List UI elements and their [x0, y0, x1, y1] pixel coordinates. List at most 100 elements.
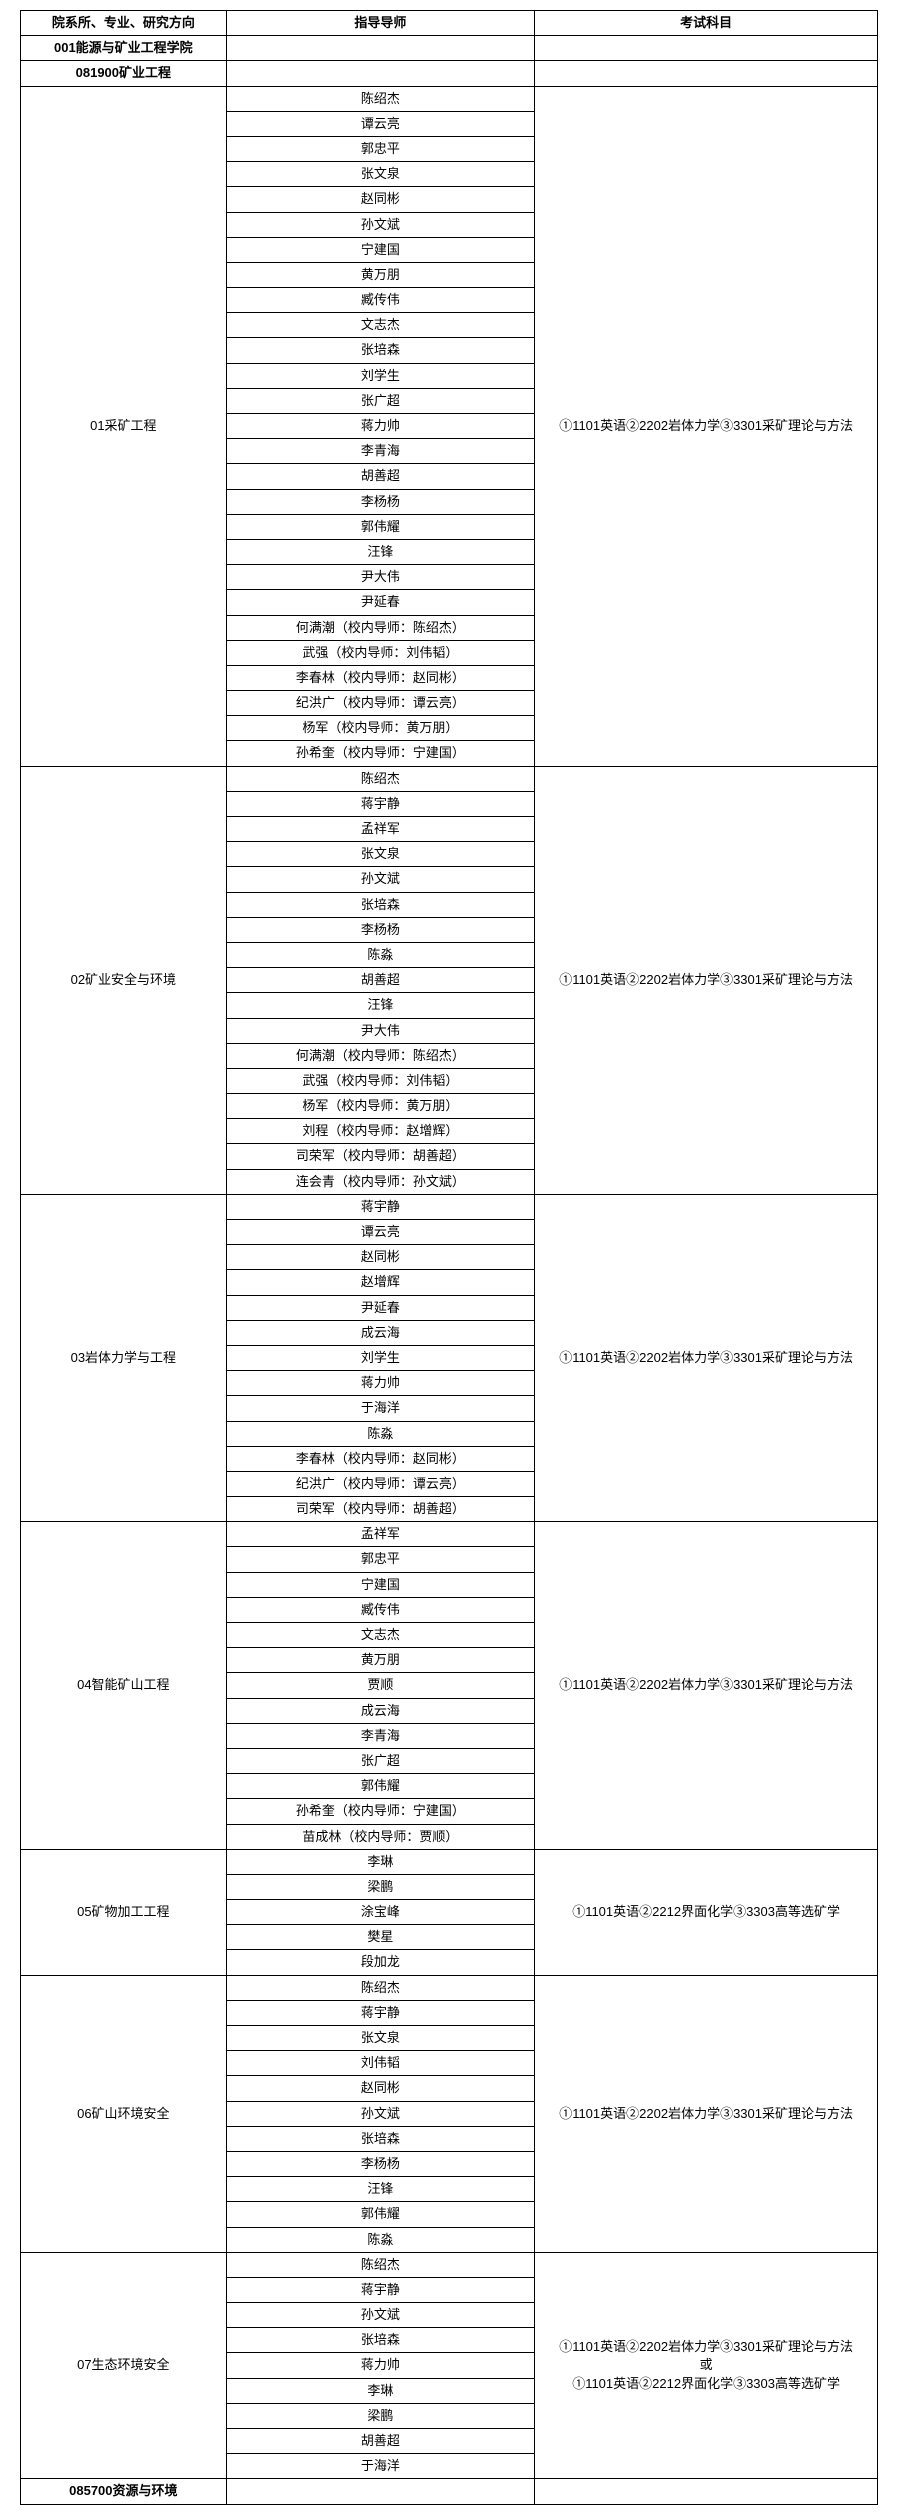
advisor-cell: 张广超	[226, 1748, 535, 1773]
advisor-cell: 孙希奎（校内导师：宁建国）	[226, 1799, 535, 1824]
advisor-cell: 樊星	[226, 1925, 535, 1950]
advisor-cell: 赵同彬	[226, 187, 535, 212]
advisor-cell: 梁鹏	[226, 2403, 535, 2428]
header-advisor: 指导导师	[226, 11, 535, 36]
advisor-cell: 刘学生	[226, 363, 535, 388]
empty-cell	[535, 61, 878, 86]
advisor-cell: 李青海	[226, 1723, 535, 1748]
advisor-cell: 李杨杨	[226, 489, 535, 514]
advisor-cell: 张培森	[226, 2328, 535, 2353]
major-cell: 081900矿业工程	[21, 61, 227, 86]
subject-cell: ①1101英语②2202岩体力学③3301采矿理论与方法	[535, 1522, 878, 1849]
header-direction: 院系所、专业、研究方向	[21, 11, 227, 36]
advisor-cell: 张文泉	[226, 842, 535, 867]
advisor-cell: 汪锋	[226, 2177, 535, 2202]
advisor-cell: 梁鹏	[226, 1874, 535, 1899]
advisor-cell: 李杨杨	[226, 2151, 535, 2176]
advisor-cell: 尹大伟	[226, 565, 535, 590]
advisor-cell: 郭忠平	[226, 1547, 535, 1572]
advisor-cell: 汪锋	[226, 993, 535, 1018]
table-row: 02矿业安全与环境陈绍杰①1101英语②2202岩体力学③3301采矿理论与方法	[21, 766, 878, 791]
subject-cell: ①1101英语②2202岩体力学③3301采矿理论与方法或①1101英语②221…	[535, 2252, 878, 2479]
advisor-cell: 黄万朋	[226, 1648, 535, 1673]
advisor-cell: 武强（校内导师：刘伟韬）	[226, 640, 535, 665]
advisor-cell: 陈淼	[226, 942, 535, 967]
advisor-cell: 陈绍杰	[226, 86, 535, 111]
subject-cell: ①1101英语②2202岩体力学③3301采矿理论与方法	[535, 1975, 878, 2252]
header-subject: 考试科目	[535, 11, 878, 36]
advisor-cell: 李琳	[226, 1849, 535, 1874]
direction-cell: 01采矿工程	[21, 86, 227, 766]
advisor-cell: 赵增辉	[226, 1270, 535, 1295]
advisor-cell: 文志杰	[226, 313, 535, 338]
catalog-table: 院系所、专业、研究方向 指导导师 考试科目 001能源与矿业工程学院 08190…	[20, 10, 878, 2505]
advisor-cell: 谭云亮	[226, 111, 535, 136]
table-row: 07生态环境安全陈绍杰①1101英语②2202岩体力学③3301采矿理论与方法或…	[21, 2252, 878, 2277]
advisor-cell: 赵同彬	[226, 2076, 535, 2101]
advisor-cell: 杨军（校内导师：黄万朋）	[226, 1094, 535, 1119]
advisor-cell: 黄万朋	[226, 262, 535, 287]
advisor-cell: 张文泉	[226, 162, 535, 187]
advisor-cell: 孙文斌	[226, 212, 535, 237]
advisor-cell: 何满潮（校内导师：陈绍杰）	[226, 615, 535, 640]
advisor-cell: 陈淼	[226, 1421, 535, 1446]
advisor-cell: 孙文斌	[226, 867, 535, 892]
advisor-cell: 张文泉	[226, 2026, 535, 2051]
dept-row: 001能源与矿业工程学院	[21, 36, 878, 61]
advisor-cell: 张广超	[226, 388, 535, 413]
advisor-cell: 尹延春	[226, 590, 535, 615]
advisor-cell: 尹延春	[226, 1295, 535, 1320]
advisor-cell: 汪锋	[226, 539, 535, 564]
advisor-cell: 孟祥军	[226, 1522, 535, 1547]
advisor-cell: 李春林（校内导师：赵同彬）	[226, 665, 535, 690]
advisor-cell: 孙文斌	[226, 2101, 535, 2126]
advisor-cell: 刘伟韬	[226, 2051, 535, 2076]
major-row: 085700资源与环境	[21, 2479, 878, 2504]
direction-cell: 02矿业安全与环境	[21, 766, 227, 1194]
advisor-cell: 臧传伟	[226, 288, 535, 313]
advisor-cell: 郭伟耀	[226, 2202, 535, 2227]
table-row: 04智能矿山工程孟祥军①1101英语②2202岩体力学③3301采矿理论与方法	[21, 1522, 878, 1547]
advisor-cell: 蒋宇静	[226, 2000, 535, 2025]
advisor-cell: 司荣军（校内导师：胡善超）	[226, 1144, 535, 1169]
advisor-cell: 李青海	[226, 439, 535, 464]
advisor-cell: 成云海	[226, 1320, 535, 1345]
advisor-cell: 武强（校内导师：刘伟韬）	[226, 1068, 535, 1093]
direction-cell: 07生态环境安全	[21, 2252, 227, 2479]
advisor-cell: 成云海	[226, 1698, 535, 1723]
table-row: 06矿山环境安全陈绍杰①1101英语②2202岩体力学③3301采矿理论与方法	[21, 1975, 878, 2000]
advisor-cell: 于海洋	[226, 1396, 535, 1421]
advisor-cell: 何满潮（校内导师：陈绍杰）	[226, 1043, 535, 1068]
subject-cell: ①1101英语②2212界面化学③3303高等选矿学	[535, 1849, 878, 1975]
empty-cell	[226, 61, 535, 86]
table-row: 01采矿工程陈绍杰①1101英语②2202岩体力学③3301采矿理论与方法	[21, 86, 878, 111]
advisor-cell: 张培森	[226, 892, 535, 917]
advisor-cell: 张培森	[226, 2126, 535, 2151]
advisor-cell: 涂宝峰	[226, 1900, 535, 1925]
advisor-cell: 郭忠平	[226, 136, 535, 161]
advisor-cell: 贾顺	[226, 1673, 535, 1698]
advisor-cell: 蒋力帅	[226, 1371, 535, 1396]
direction-cell: 05矿物加工工程	[21, 1849, 227, 1975]
subject-cell: ①1101英语②2202岩体力学③3301采矿理论与方法	[535, 1194, 878, 1521]
advisor-cell: 杨军（校内导师：黄万朋）	[226, 716, 535, 741]
advisor-cell: 胡善超	[226, 2429, 535, 2454]
advisor-cell: 陈绍杰	[226, 2252, 535, 2277]
advisor-cell: 司荣军（校内导师：胡善超）	[226, 1497, 535, 1522]
advisor-cell: 孟祥军	[226, 817, 535, 842]
advisor-cell: 李杨杨	[226, 917, 535, 942]
advisor-cell: 蒋力帅	[226, 414, 535, 439]
advisor-cell: 孙希奎（校内导师：宁建国）	[226, 741, 535, 766]
advisor-cell: 刘程（校内导师：赵增辉）	[226, 1119, 535, 1144]
advisor-cell: 胡善超	[226, 464, 535, 489]
advisor-cell: 蒋宇静	[226, 2277, 535, 2302]
advisor-cell: 蒋力帅	[226, 2353, 535, 2378]
dept-cell: 001能源与矿业工程学院	[21, 36, 227, 61]
advisor-cell: 赵同彬	[226, 1245, 535, 1270]
advisor-cell: 陈绍杰	[226, 766, 535, 791]
advisor-cell: 蒋宇静	[226, 791, 535, 816]
advisor-cell: 陈淼	[226, 2227, 535, 2252]
advisor-cell: 谭云亮	[226, 1220, 535, 1245]
advisor-cell: 张培森	[226, 338, 535, 363]
direction-cell: 06矿山环境安全	[21, 1975, 227, 2252]
